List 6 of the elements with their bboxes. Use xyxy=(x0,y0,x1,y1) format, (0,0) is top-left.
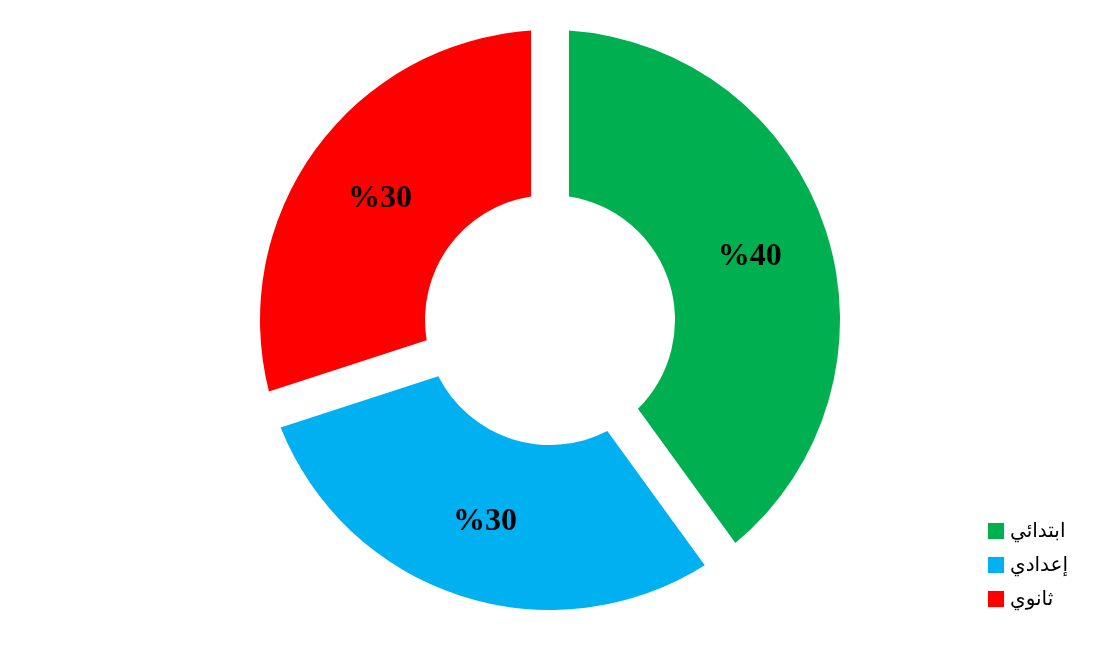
legend-label: ابتدائي xyxy=(1010,518,1066,543)
legend-label: ثانوي xyxy=(1010,586,1054,611)
data-label: %30 xyxy=(348,177,413,214)
data-label: %40 xyxy=(717,236,782,273)
legend-label: إعدادي xyxy=(1010,552,1069,577)
data-label: %30 xyxy=(453,500,518,537)
